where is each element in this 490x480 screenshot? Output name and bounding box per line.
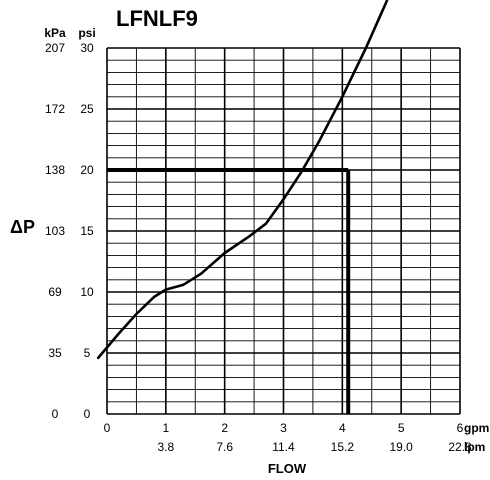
x-tick-label: 0	[104, 421, 111, 435]
x-secondary-tick-label: 15.2	[331, 440, 355, 454]
y-secondary-tick-label: 172	[45, 102, 65, 116]
y-secondary-unit: kPa	[44, 26, 66, 40]
y-tick-label: 0	[84, 407, 91, 421]
x-axis-label: FLOW	[268, 461, 307, 476]
chart-marks	[96, 0, 389, 414]
chart-title: LFNLF9	[116, 6, 198, 31]
y-tick-label: 30	[80, 41, 94, 55]
y-secondary-tick-label: 0	[52, 407, 59, 421]
x-tick-label: 5	[398, 421, 405, 435]
y-axis-label: ΔP	[10, 217, 35, 237]
x-tick-label: 2	[221, 421, 228, 435]
y-tick-label: 25	[80, 102, 94, 116]
y-tick-label: 20	[80, 163, 94, 177]
x-secondary-tick-label: 7.6	[216, 440, 233, 454]
y-secondary-tick-label: 138	[45, 163, 65, 177]
x-tick-label: 1	[162, 421, 169, 435]
x-secondary-tick-label: 3.8	[157, 440, 174, 454]
y-secondary-tick-label: 207	[45, 41, 65, 55]
x-tick-label: 6	[457, 421, 464, 435]
x-tick-label: 4	[339, 421, 346, 435]
x-secondary-unit: lpm	[464, 440, 485, 454]
x-secondary-tick-label: 22.8	[448, 440, 472, 454]
y-tick-label: 5	[84, 346, 91, 360]
x-tick-label: 3	[280, 421, 287, 435]
series-line	[96, 0, 389, 360]
y-secondary-tick-label: 69	[48, 285, 62, 299]
y-primary-unit: psi	[78, 26, 95, 40]
y-tick-label: 15	[80, 224, 94, 238]
y-tick-label: 10	[80, 285, 94, 299]
x-secondary-tick-label: 19.0	[389, 440, 413, 454]
x-primary-unit: gpm	[464, 421, 489, 435]
y-secondary-tick-label: 103	[45, 224, 65, 238]
chart-grid	[106, 47, 461, 415]
y-secondary-tick-label: 35	[48, 346, 62, 360]
x-secondary-tick-label: 11.4	[272, 440, 295, 454]
